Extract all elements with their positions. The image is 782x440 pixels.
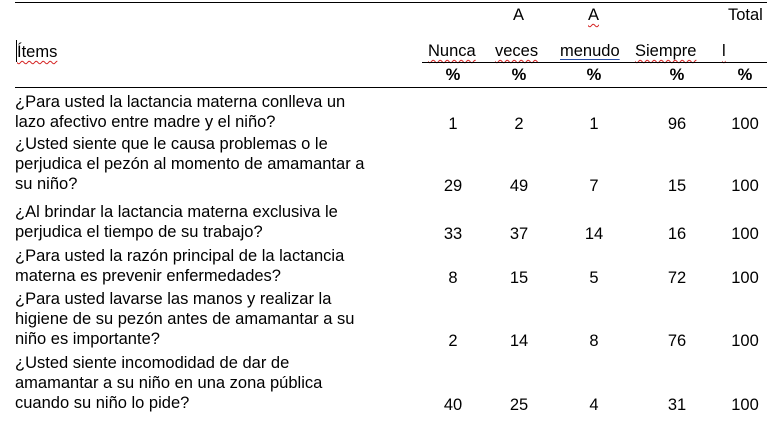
question-line: niño es importante?	[15, 330, 160, 348]
question-line: su niño?	[15, 175, 78, 193]
cell-nunca: 33	[443, 225, 463, 243]
header-amenudo-top: A	[588, 6, 600, 24]
question-line: perjudica el pezón al momento de amamant…	[15, 155, 365, 173]
cell-siempre: 15	[667, 177, 687, 195]
header-aveces-top: A	[513, 6, 525, 24]
cell-amenudo: 8	[589, 332, 599, 350]
unit-nunca: %	[445, 66, 461, 84]
question-line: ¿Usted siente que le causa problemas o l…	[15, 135, 328, 153]
cell-siempre: 72	[667, 269, 687, 287]
cell-siempre: 76	[667, 332, 687, 350]
cell-siempre: 31	[667, 396, 687, 414]
header-siempre: Siempre	[635, 42, 697, 60]
question-line: ¿Al brindar la lactancia materna exclusi…	[15, 203, 338, 221]
header-total-bottom: l	[722, 42, 726, 60]
cell-aveces: 2	[514, 115, 524, 133]
cell-aveces: 49	[509, 177, 529, 195]
question-line: materna es prevenir enfermedades?	[15, 267, 281, 285]
cell-nunca: 2	[448, 332, 458, 350]
cell-total: 100	[731, 177, 759, 195]
header-amenudo-bottom: menudo	[560, 42, 620, 60]
question-line: ¿Para usted la razón principal de la lac…	[15, 247, 345, 265]
question-line: perjudica el tiempo de su trabajo?	[15, 223, 263, 241]
table-top-rule	[15, 2, 767, 3]
unit-siempre: %	[669, 66, 685, 84]
header-nunca: Nunca	[428, 42, 476, 60]
header-total-top: Total	[728, 6, 763, 24]
question-line: higiene de su pezón antes de amamantar a…	[15, 310, 355, 328]
question-line: ¿Para usted la lactancia materna conllev…	[15, 93, 346, 111]
cell-siempre: 16	[667, 225, 687, 243]
cell-nunca: 40	[443, 396, 463, 414]
cell-total: 100	[731, 269, 759, 287]
cell-nunca: 8	[448, 269, 458, 287]
header-rule	[422, 62, 767, 63]
unit-amenudo: %	[586, 66, 602, 84]
cell-total: 100	[731, 332, 759, 350]
text-cursor	[16, 40, 17, 62]
cell-amenudo: 1	[589, 115, 599, 133]
cell-aveces: 14	[509, 332, 529, 350]
cell-aveces: 25	[509, 396, 529, 414]
question-line: cuando su niño lo pide?	[15, 394, 190, 412]
cell-amenudo: 14	[584, 225, 604, 243]
cell-total: 100	[731, 396, 759, 414]
cell-total: 100	[731, 115, 759, 133]
cell-nunca: 29	[443, 177, 463, 195]
unit-aveces: %	[511, 66, 527, 84]
header-aveces-bottom: veces	[495, 42, 539, 60]
cell-aveces: 37	[509, 225, 529, 243]
question-line: ¿Usted siente incomodidad de dar de	[15, 354, 290, 372]
question-line: lazo afectivo entre madre y el niño?	[15, 113, 276, 131]
cell-total: 100	[731, 225, 759, 243]
unit-total: %	[737, 66, 753, 84]
cell-aveces: 15	[509, 269, 529, 287]
question-line: amamantar a su niño en una zona pública	[15, 374, 323, 392]
cell-amenudo: 7	[589, 177, 599, 195]
cell-nunca: 1	[448, 115, 458, 133]
header-items: Ítems	[17, 43, 58, 61]
cell-siempre: 96	[667, 115, 687, 133]
question-line: ¿Para usted lavarse las manos y realizar…	[15, 290, 332, 308]
cell-amenudo: 5	[589, 269, 599, 287]
cell-amenudo: 4	[589, 396, 599, 414]
unit-rule	[15, 87, 767, 88]
